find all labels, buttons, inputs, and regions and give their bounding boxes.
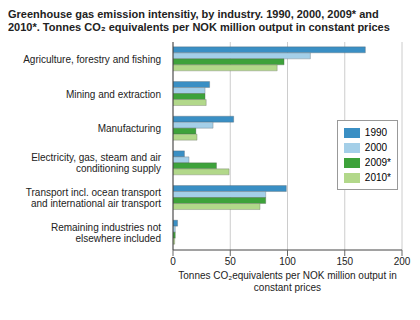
svg-text:Remaining industries notelsewh: Remaining industries notelsewhere includ… xyxy=(51,222,161,244)
svg-text:Manufacturing: Manufacturing xyxy=(98,123,161,134)
svg-text:50: 50 xyxy=(225,256,237,267)
html-text:1990: 1990 xyxy=(364,127,388,138)
svg-text:150: 150 xyxy=(336,256,353,267)
svg-text:Agriculture, forestry and fish: Agriculture, forestry and fishing xyxy=(23,54,161,65)
html-text:2009*: 2009* xyxy=(364,157,391,168)
html-text:2010*: 2010* xyxy=(364,172,391,183)
html-text:2000: 2000 xyxy=(364,142,388,153)
svg-text:Electricity, gas, steam and ai: Electricity, gas, steam and aircondition… xyxy=(31,152,162,174)
html-text:Tonnes CO₂equivalents per NOK: Tonnes CO₂equivalents per NOK million ou… xyxy=(178,270,397,293)
svg-text:0: 0 xyxy=(170,256,176,267)
svg-text:200: 200 xyxy=(394,256,411,267)
svg-text:Mining and extraction: Mining and extraction xyxy=(66,89,161,100)
svg-text:100: 100 xyxy=(279,256,296,267)
svg-text:Transport incl. ocean transpor: Transport incl. ocean transportand inter… xyxy=(26,187,161,209)
html-text:Greenhouse gas emission intens: Greenhouse gas emission intensitiy, by i… xyxy=(8,8,390,33)
